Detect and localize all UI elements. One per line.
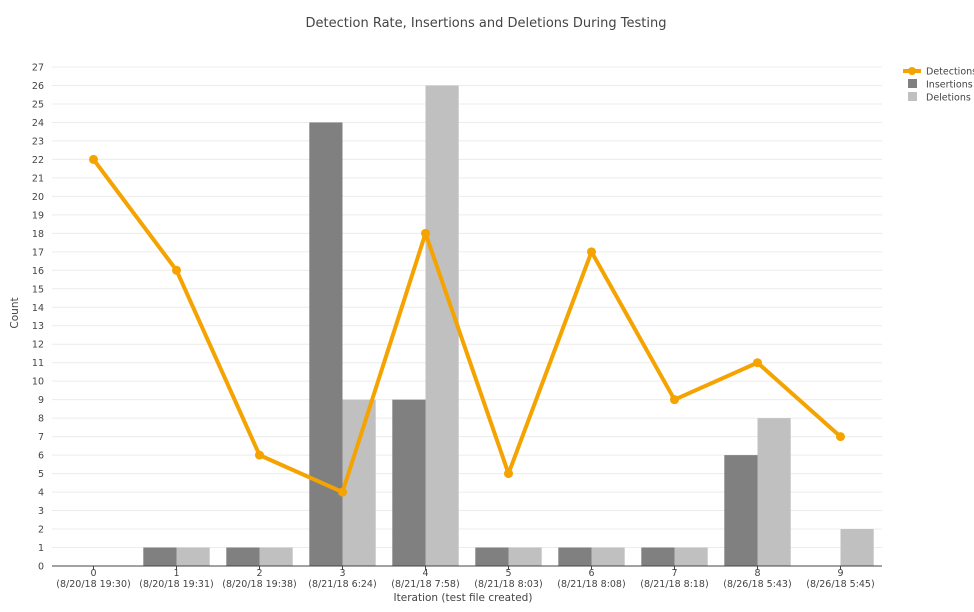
bar-layer xyxy=(143,85,874,567)
x-tick-date-4: (8/21/18 7:58) xyxy=(391,579,459,590)
detections-point-9[interactable] xyxy=(836,432,845,442)
y-tick-label-19: 19 xyxy=(32,210,44,221)
detections-point-7[interactable] xyxy=(670,395,679,405)
y-tick-label-15: 15 xyxy=(32,284,44,295)
detections-point-8[interactable] xyxy=(753,358,762,368)
y-tick-label-18: 18 xyxy=(32,229,44,240)
y-tick-label-16: 16 xyxy=(32,266,44,277)
y-tick-label-21: 21 xyxy=(32,173,44,184)
y-axis-title: Count xyxy=(9,297,21,328)
x-tick-labels: 0(8/20/18 19:30) 1(8/20/18 19:31) 2(8/20/1… xyxy=(56,566,875,590)
y-tick-label-1: 1 xyxy=(38,543,44,554)
x-tick-label-7: 7 xyxy=(671,568,677,579)
bar-deletions-7[interactable] xyxy=(674,547,708,566)
y-tick-label-2: 2 xyxy=(38,525,44,536)
bar-insertions-3[interactable] xyxy=(309,122,343,566)
x-tick-date-7: (8/21/18 8:18) xyxy=(640,579,708,590)
x-tick-date-1: (8/20/18 19:31) xyxy=(139,579,213,590)
bar-deletions-3[interactable] xyxy=(342,399,376,566)
y-tick-label-12: 12 xyxy=(32,340,44,351)
legend-label-deletions: Deletions xyxy=(926,93,971,104)
x-tick-date-9: (8/26/18 5:45) xyxy=(806,579,874,590)
bar-deletions-6[interactable] xyxy=(591,547,625,566)
bar-deletions-9[interactable] xyxy=(840,529,874,566)
grid-layer xyxy=(52,66,882,549)
x-tick-date-0: (8/20/18 19:30) xyxy=(56,579,130,590)
bar-deletions-5[interactable] xyxy=(508,547,542,566)
y-tick-label-8: 8 xyxy=(38,414,44,425)
x-tick-label-3: 3 xyxy=(339,568,345,579)
legend-label-detections: Detections xyxy=(926,67,974,78)
y-tick-label-20: 20 xyxy=(32,192,44,203)
y-tick-label-27: 27 xyxy=(32,63,44,74)
bar-deletions-8[interactable] xyxy=(757,418,791,566)
x-tick-date-5: (8/21/18 8:03) xyxy=(474,579,542,590)
y-tick-label-9: 9 xyxy=(38,395,44,406)
y-tick-label-7: 7 xyxy=(38,432,44,443)
detections-point-1[interactable] xyxy=(172,265,181,275)
x-tick-label-1: 1 xyxy=(173,568,179,579)
x-tick-label-2: 2 xyxy=(256,568,262,579)
y-tick-label-5: 5 xyxy=(38,469,44,480)
detections-line-layer xyxy=(89,154,845,497)
detections-point-3[interactable] xyxy=(338,487,347,497)
detections-point-0[interactable] xyxy=(89,154,98,164)
x-tick-date-2: (8/20/18 19:38) xyxy=(222,579,296,590)
bar-deletions-2[interactable] xyxy=(259,547,293,566)
y-tick-label-11: 11 xyxy=(32,358,44,369)
legend-marker-detections xyxy=(908,67,916,75)
legend-swatch-deletions xyxy=(908,92,917,101)
x-tick-label-0: 0 xyxy=(90,568,96,579)
detections-point-4[interactable] xyxy=(421,228,430,238)
y-tick-label-10: 10 xyxy=(32,377,44,388)
detections-point-2[interactable] xyxy=(255,450,264,460)
y-tick-label-6: 6 xyxy=(38,451,44,462)
y-tick-label-13: 13 xyxy=(32,321,44,332)
legend-swatch-insertions xyxy=(908,79,917,88)
x-tick-date-6: (8/21/18 8:08) xyxy=(557,579,625,590)
bar-insertions-1[interactable] xyxy=(143,547,177,566)
x-tick-label-6: 6 xyxy=(588,568,594,579)
x-tick-date-3: (8/21/18 6:24) xyxy=(308,579,376,590)
y-tick-label-24: 24 xyxy=(32,118,44,129)
detections-point-6[interactable] xyxy=(587,247,596,257)
bar-insertions-6[interactable] xyxy=(558,547,592,566)
bar-insertions-5[interactable] xyxy=(475,547,509,566)
legend[interactable]: Detections Insertions Deletions xyxy=(903,67,974,104)
y-tick-labels: 0123456789101112131415161718192021222324… xyxy=(32,63,44,573)
y-tick-label-26: 26 xyxy=(32,81,44,92)
y-tick-label-4: 4 xyxy=(38,488,44,499)
bar-insertions-2[interactable] xyxy=(226,547,260,566)
x-tick-label-9: 9 xyxy=(837,568,843,579)
y-tick-label-23: 23 xyxy=(32,136,44,147)
x-tick-label-8: 8 xyxy=(754,568,760,579)
y-tick-label-17: 17 xyxy=(32,247,44,258)
x-tick-label-5: 5 xyxy=(505,568,511,579)
x-axis-title: Iteration (test file created) xyxy=(394,592,533,604)
bar-insertions-7[interactable] xyxy=(641,547,675,566)
detections-point-5[interactable] xyxy=(504,469,513,479)
x-tick-date-8: (8/26/18 5:43) xyxy=(723,579,791,590)
y-tick-label-22: 22 xyxy=(32,155,44,166)
y-tick-label-25: 25 xyxy=(32,99,44,110)
bar-deletions-4[interactable] xyxy=(425,85,459,567)
chart-title: Detection Rate, Insertions and Deletions… xyxy=(306,16,667,31)
y-tick-label-14: 14 xyxy=(32,303,44,314)
y-tick-label-0: 0 xyxy=(38,562,44,573)
legend-label-insertions: Insertions xyxy=(926,80,973,91)
detections-line xyxy=(91,157,843,495)
bar-deletions-1[interactable] xyxy=(176,547,210,566)
y-tick-label-3: 3 xyxy=(38,506,44,517)
x-tick-label-4: 4 xyxy=(422,568,428,579)
bar-insertions-8[interactable] xyxy=(724,455,758,566)
bar-insertions-4[interactable] xyxy=(392,399,426,566)
